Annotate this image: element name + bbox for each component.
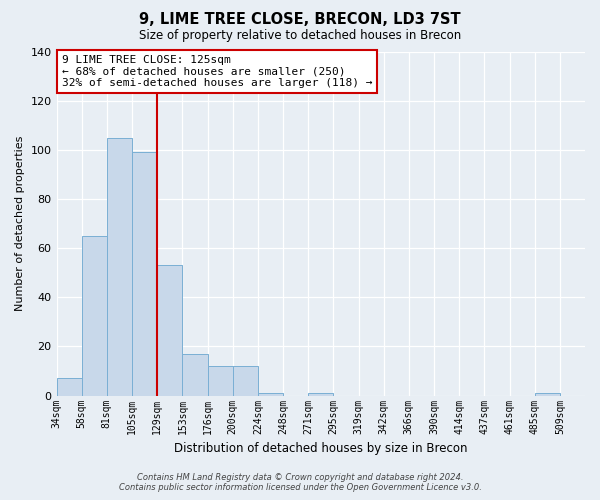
Bar: [535, 393, 560, 396]
Bar: [208, 366, 233, 396]
Text: 9, LIME TREE CLOSE, BRECON, LD3 7ST: 9, LIME TREE CLOSE, BRECON, LD3 7ST: [139, 12, 461, 28]
Bar: [258, 393, 283, 396]
Bar: [132, 152, 157, 396]
Bar: [107, 138, 132, 396]
Y-axis label: Number of detached properties: Number of detached properties: [15, 136, 25, 312]
Bar: [182, 354, 208, 396]
Bar: [308, 393, 334, 396]
Text: Contains HM Land Registry data © Crown copyright and database right 2024.
Contai: Contains HM Land Registry data © Crown c…: [119, 473, 481, 492]
Bar: [56, 378, 82, 396]
X-axis label: Distribution of detached houses by size in Brecon: Distribution of detached houses by size …: [174, 442, 467, 455]
Bar: [157, 266, 182, 396]
Bar: [233, 366, 258, 396]
Bar: [82, 236, 107, 396]
Text: Size of property relative to detached houses in Brecon: Size of property relative to detached ho…: [139, 29, 461, 42]
Text: 9 LIME TREE CLOSE: 125sqm
← 68% of detached houses are smaller (250)
32% of semi: 9 LIME TREE CLOSE: 125sqm ← 68% of detac…: [62, 55, 373, 88]
